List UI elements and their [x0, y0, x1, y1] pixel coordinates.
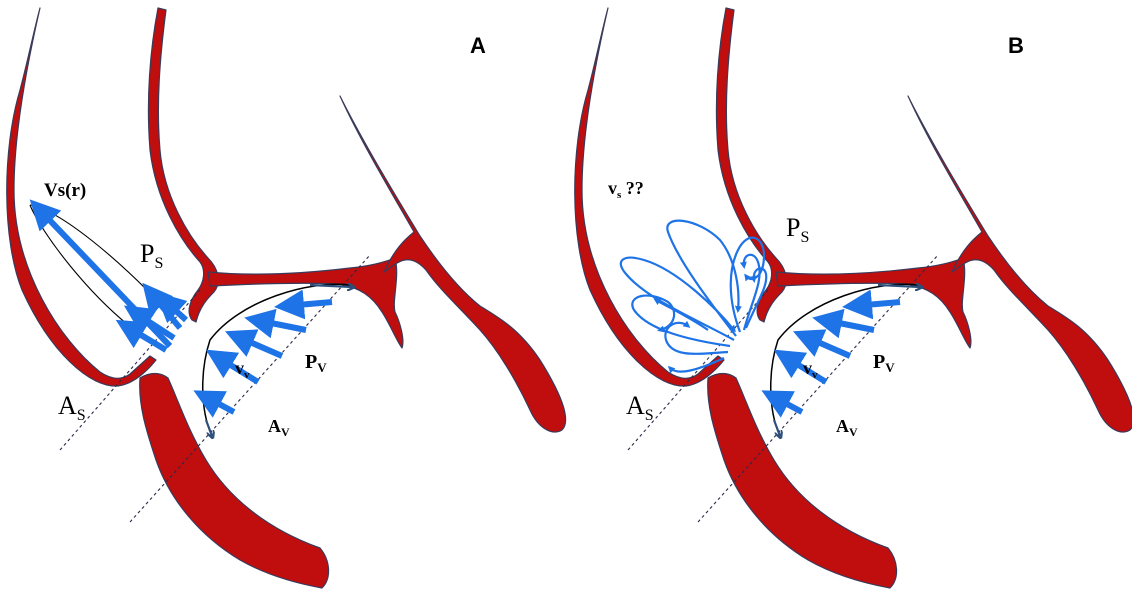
panel-a-pv-label: PV	[305, 351, 327, 375]
panel-b-as-label: AS	[626, 391, 654, 424]
panel-b: B vs ?? PS AS vv PV AV	[574, 7, 1132, 589]
panel-b-ps-label: PS	[786, 213, 809, 246]
panel-a: A Vs(r) PS AS vv PV AV	[6, 7, 567, 589]
panel-a-inflow-arrow	[274, 289, 333, 320]
panel-a-profile-arrowhead-bottom	[204, 419, 212, 436]
panel-a-av-label: AV	[268, 416, 290, 439]
panel-a-ps-label: PS	[140, 239, 163, 272]
panel-a-jet-arrow	[155, 291, 189, 324]
panel-b-inflow-arrow	[812, 308, 875, 339]
panel-a-anatomy	[6, 7, 567, 589]
panel-a-jet-arrow	[115, 319, 168, 353]
panel-b-av-label: AV	[836, 416, 858, 439]
panel-a-inflow-arrow	[205, 349, 260, 385]
panel-b-inflow-arrow	[761, 390, 804, 418]
panel-a-as-label: AS	[58, 391, 86, 424]
panel-b-inflow-arrow	[792, 329, 852, 359]
panel-b-jet-label: vs ??	[608, 178, 644, 201]
panel-b-vv-label: vv	[803, 358, 818, 381]
panel-b-vortex-flow	[619, 219, 768, 374]
panel-b-pv-label: PV	[873, 351, 895, 375]
panel-a-vv-label: vv	[235, 358, 250, 381]
panel-a-inflow-arrow	[244, 308, 307, 339]
panel-a-profile-arrowhead-top	[309, 285, 352, 287]
panel-b-profile-arrowhead-top	[877, 285, 920, 287]
panel-a-jet-arrow	[123, 305, 176, 341]
panel-b-inflow-arrow	[842, 289, 901, 320]
panel-b-inflow-arrow	[773, 349, 828, 385]
panel-b-letter: B	[1008, 33, 1024, 58]
panel-a-inflow-arrow	[224, 329, 284, 359]
panel-a-jet-label: Vs(r)	[44, 180, 86, 201]
panel-a-letter: A	[470, 33, 486, 58]
panel-b-profile-arrowhead-bottom	[772, 419, 780, 436]
panel-a-inflow-arrow	[193, 390, 236, 418]
